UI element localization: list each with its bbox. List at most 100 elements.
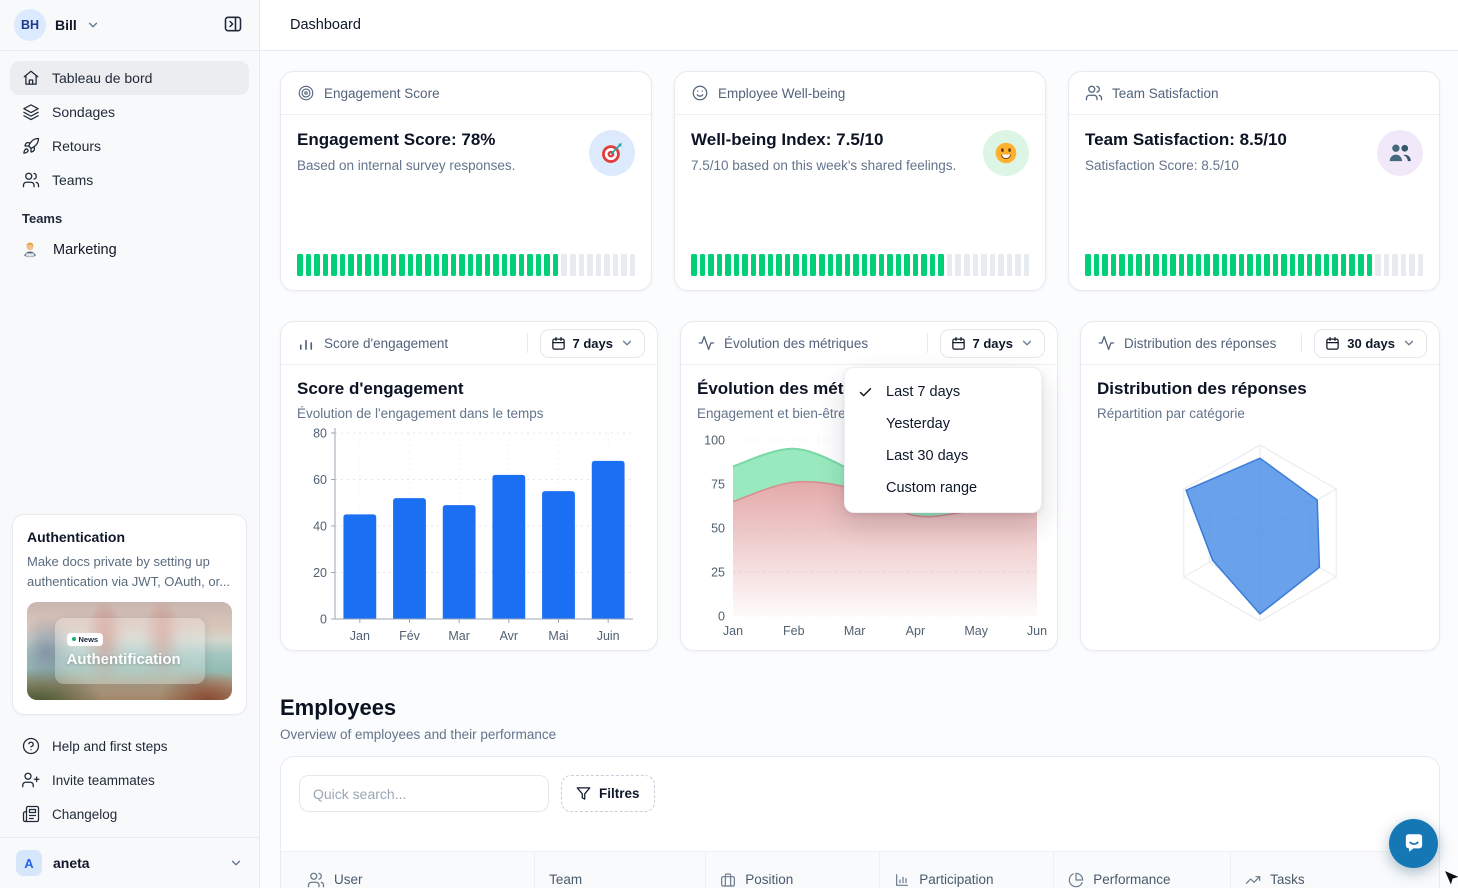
- sidebar-item-help[interactable]: Help and first steps: [10, 729, 249, 763]
- promo-title: Authentication: [27, 529, 125, 545]
- promo-image-title: Authentification: [66, 651, 181, 668]
- progress-segment: [725, 254, 731, 276]
- column-header-participation[interactable]: Participation: [879, 852, 1053, 888]
- svg-text:25: 25: [711, 566, 725, 580]
- filters-label: Filtres: [599, 786, 640, 801]
- dart-target-emoji: [589, 130, 635, 176]
- column-header-performance[interactable]: Performance: [1053, 852, 1230, 888]
- progress-segment: [836, 254, 842, 276]
- team-satisfaction-card: Team Satisfaction Team Satisfaction: 8.5…: [1068, 71, 1440, 291]
- search-input[interactable]: [299, 775, 549, 812]
- main-area: Dashboard Engagement Score Engagement Sc…: [260, 0, 1458, 888]
- sidebar-footer-nav: Help and first steps Invite teammates Ch…: [0, 725, 259, 837]
- progress-segment: [810, 254, 816, 276]
- sidebar-item-marketing[interactable]: Marketing: [0, 232, 259, 268]
- sidebar-item-sondages[interactable]: Sondages: [10, 95, 249, 129]
- newspaper-icon: [22, 805, 40, 823]
- news-badge: News: [66, 632, 104, 646]
- progress-segment: [1298, 254, 1304, 276]
- svg-text:Juin: Juin: [597, 629, 620, 643]
- progress-segment: [1212, 254, 1219, 276]
- chevron-down-icon: [229, 856, 243, 870]
- date-range-button[interactable]: 30 days: [1314, 328, 1427, 358]
- calendar-icon: [551, 336, 566, 351]
- users-icon: [1085, 84, 1103, 102]
- progress-segment: [424, 254, 431, 276]
- teams-section-label: Teams: [22, 211, 63, 226]
- layers-icon: [22, 103, 40, 121]
- progress-segment: [382, 254, 388, 276]
- svg-text:60: 60: [313, 473, 327, 487]
- progress-segment: [946, 254, 953, 276]
- card-header-label: Employee Well-being: [718, 85, 846, 101]
- card-header-label: Évolution des métriques: [724, 335, 869, 351]
- column-header-position[interactable]: Position: [705, 852, 879, 888]
- progress-segment: [733, 254, 740, 276]
- progress-segment: [1409, 254, 1415, 276]
- svg-text:Mar: Mar: [844, 624, 866, 638]
- progress-segment: [1247, 254, 1253, 276]
- engagement-score-card: Engagement Score Engagement Score: 78% B…: [280, 71, 652, 291]
- menu-item-custom-range[interactable]: Custom range: [886, 480, 978, 496]
- svg-text:Fév: Fév: [399, 629, 421, 643]
- table-header-row: User Team Position Participation: [281, 851, 1439, 888]
- progress-segment: [844, 254, 851, 276]
- activity-icon: [1097, 334, 1115, 352]
- svg-text:20: 20: [313, 566, 327, 580]
- progress-segment: [433, 254, 440, 276]
- account-menu[interactable]: A aneta: [0, 837, 259, 888]
- progress-segment: [493, 254, 499, 276]
- column-header-tasks[interactable]: Tasks: [1230, 852, 1439, 888]
- progress-segment: [887, 254, 893, 276]
- svg-text:Jun: Jun: [1027, 624, 1047, 638]
- progress-segment: [305, 254, 312, 276]
- filters-button[interactable]: Filtres: [561, 775, 655, 812]
- progress-segment: [399, 254, 405, 276]
- sidebar-item-teams[interactable]: Teams: [10, 163, 249, 197]
- home-icon: [22, 69, 40, 87]
- chart-title: Distribution des réponses: [1097, 379, 1307, 398]
- header-divider: [1301, 333, 1303, 353]
- progress-segment: [356, 254, 363, 276]
- menu-item-yesterday[interactable]: Yesterday: [886, 416, 950, 432]
- card-header-label: Distribution des réponses: [1124, 335, 1277, 351]
- progress-segment: [929, 254, 936, 276]
- svg-text:Apr: Apr: [906, 624, 925, 638]
- progress-segment: [1195, 254, 1202, 276]
- metric-title: Well-being Index: 7.5/10: [691, 130, 884, 149]
- svg-text:50: 50: [711, 522, 725, 536]
- column-header-user[interactable]: User: [281, 852, 534, 888]
- progress-segment: [972, 254, 979, 276]
- sidebar-item-invite-teammates[interactable]: Invite teammates: [10, 763, 249, 797]
- metric-subtitle: Based on internal survey responses.: [297, 158, 516, 173]
- progress-segment: [314, 254, 320, 276]
- progress-segment: [895, 254, 902, 276]
- chart-subtitle: Répartition par catégorie: [1097, 406, 1245, 421]
- progress-segment: [955, 254, 961, 276]
- pie-chart-icon: [1068, 872, 1084, 888]
- progress-segment: [1349, 254, 1355, 276]
- date-range-button[interactable]: 7 days: [939, 328, 1045, 358]
- progress-segment: [1153, 254, 1159, 276]
- responses-distribution-card: Distribution des réponses 30 days Distri…: [1080, 321, 1440, 651]
- chat-launcher-button[interactable]: [1389, 819, 1438, 868]
- sidebar-item-tableau-de-bord[interactable]: Tableau de bord: [10, 61, 249, 95]
- engagement-chart-card: Score d'engagement 7 days Score d'engage…: [280, 321, 658, 651]
- column-header-team[interactable]: Team: [534, 852, 705, 888]
- progress-segment: [612, 254, 619, 276]
- bar-chart-icon: [297, 334, 315, 352]
- chart-cards-row: Score d'engagement 7 days Score d'engage…: [280, 321, 1440, 651]
- sidebar-item-retours[interactable]: Retours: [10, 129, 249, 163]
- progress-segment: [518, 254, 525, 276]
- workspace-switcher[interactable]: BH Bill: [0, 0, 259, 50]
- progress-segment: [1238, 254, 1245, 276]
- metric-subtitle: Satisfaction Score: 8.5/10: [1085, 158, 1239, 173]
- menu-item-last-30-days[interactable]: Last 30 days: [886, 448, 969, 464]
- sidebar-item-changelog[interactable]: Changelog: [10, 797, 249, 831]
- header-divider: [926, 333, 928, 353]
- progress-segment: [691, 254, 697, 276]
- menu-item-last-7-days[interactable]: Last 7 days: [845, 376, 1041, 408]
- sidebar-collapse-button[interactable]: [221, 12, 245, 39]
- date-range-button[interactable]: 7 days: [539, 328, 645, 358]
- promo-card-authentication[interactable]: Authentication Make docs private by sett…: [12, 514, 247, 715]
